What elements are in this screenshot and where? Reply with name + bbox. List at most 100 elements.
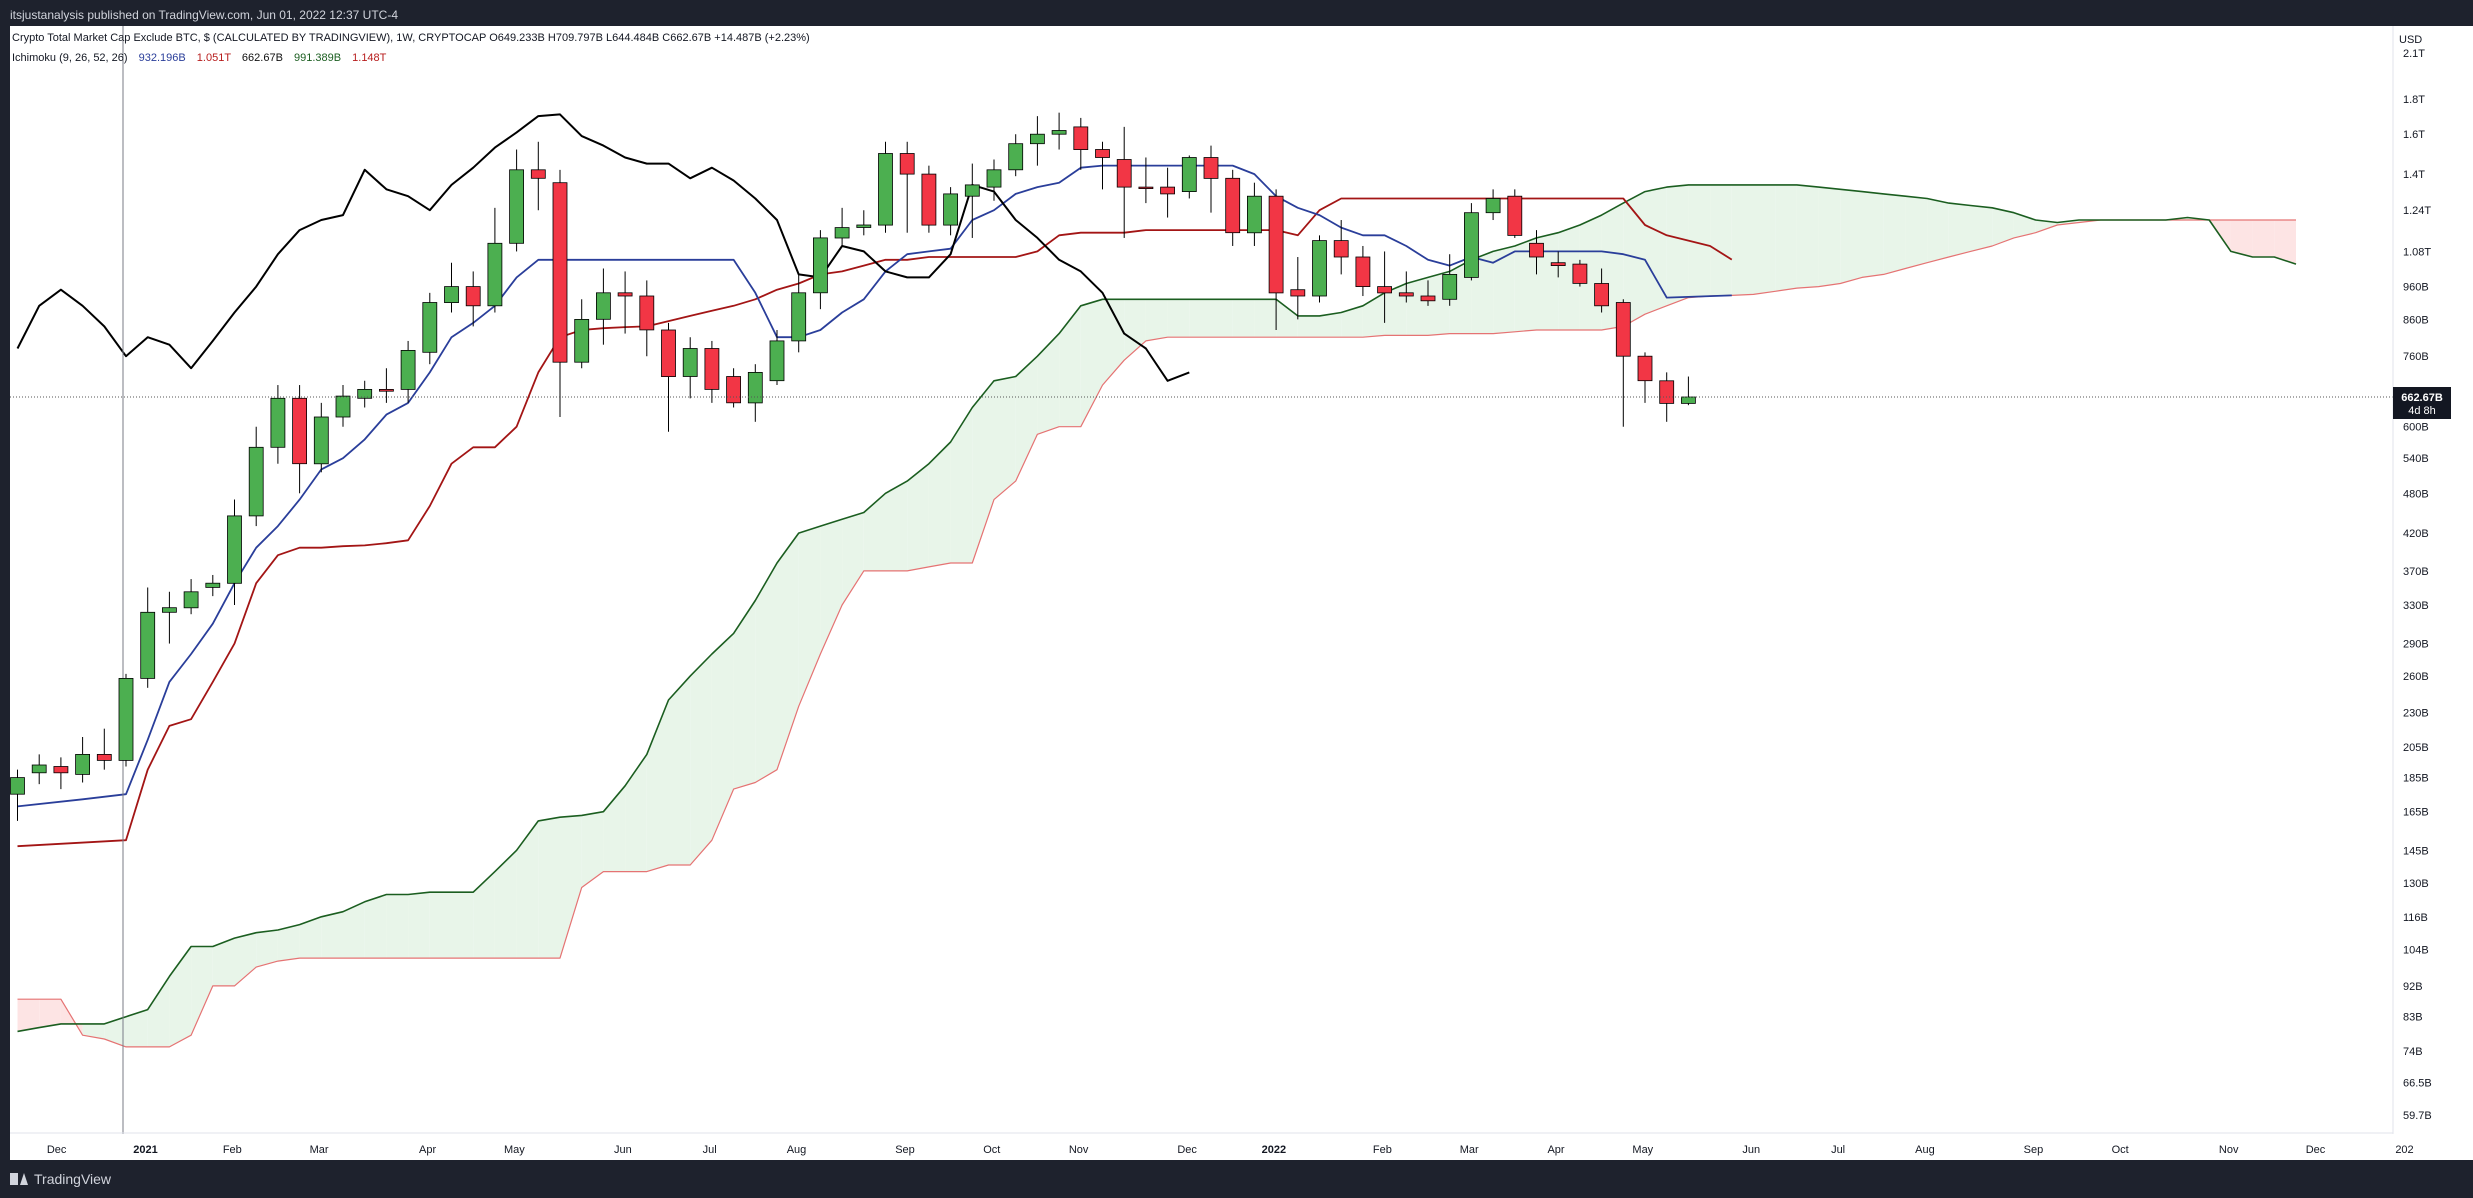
candle-bearish	[661, 329, 676, 377]
price-tick-label: 1.08T	[2403, 246, 2431, 258]
cloud-segment	[950, 407, 973, 563]
cloud-segment	[1688, 184, 1711, 298]
cloud-segment	[1145, 299, 1168, 341]
candle-bullish	[444, 286, 459, 304]
cloud-segment	[1731, 184, 1754, 296]
cloud-segment	[1015, 356, 1038, 482]
candle-bearish	[899, 153, 915, 175]
candle-bullish	[205, 582, 221, 588]
candle-bearish	[53, 766, 69, 774]
cloud-segment	[364, 894, 387, 959]
candle-bullish	[313, 416, 329, 465]
cloud-segment	[1384, 283, 1407, 336]
candle-bullish	[813, 237, 828, 294]
cloud-segment	[256, 929, 278, 968]
time-tick-label: Jul	[703, 1144, 717, 1156]
candle-bearish	[1160, 186, 1175, 195]
time-tick-label: May	[1632, 1144, 1653, 1156]
cloud-segment	[1645, 187, 1667, 315]
cloud-segment	[798, 526, 821, 707]
candle-bullish	[574, 318, 590, 363]
candle-bearish	[1637, 355, 1653, 382]
ichimoku-cloud	[17, 184, 2296, 1047]
candle-bearish	[1529, 242, 1544, 258]
tenkan-sen-line	[17, 164, 1732, 808]
price-chart[interactable]: 2.1T 1.8T 1.6T 1.4T 1.24T 1.08T 960B 860B 760B 60…	[10, 26, 2473, 1160]
cloud-segment	[1297, 315, 1320, 338]
price-tick-label: 760B	[2403, 351, 2429, 363]
cloud-segment	[147, 976, 170, 1047]
cloud-segment	[1796, 184, 1819, 289]
candle-bullish	[227, 515, 242, 584]
candle-bearish	[1268, 195, 1284, 294]
time-tick-label: Nov	[2219, 1144, 2239, 1156]
cloud-segment	[343, 901, 365, 959]
cloud-segment	[885, 481, 908, 571]
cloud-segment	[1232, 299, 1255, 338]
candle-bullish	[747, 371, 763, 404]
time-tick-label: 2021	[133, 1144, 157, 1156]
tradingview-brand: TradingView	[34, 1171, 112, 1187]
candle-bullish	[791, 292, 807, 342]
cloud-segment	[408, 892, 430, 959]
price-tick-label: 600B	[2403, 422, 2429, 434]
cloud-segment	[1037, 333, 1060, 435]
cloud-segment	[928, 442, 951, 567]
time-tick-label: Apr	[419, 1144, 436, 1156]
candle-bearish	[1572, 263, 1588, 284]
candlesticks	[10, 112, 1696, 821]
cloud-segment	[560, 815, 582, 959]
cloud-segment	[1276, 299, 1298, 338]
candle-bullish	[1181, 157, 1197, 192]
candle-bullish	[1442, 273, 1458, 300]
cloud-segment	[668, 676, 691, 866]
time-tick-label: Dec	[47, 1144, 67, 1156]
cloud-segment	[169, 946, 192, 1047]
cloud-segment	[581, 811, 604, 888]
candle-bearish	[1398, 292, 1414, 297]
cloud-segment	[994, 376, 1016, 500]
price-axis[interactable]: 2.1T 1.8T 1.6T 1.4T 1.24T 1.08T 960B 860B 760B 60…	[2392, 26, 2473, 1134]
candle-bullish	[878, 153, 893, 226]
candle-bearish	[1507, 195, 1523, 236]
ichimoku-span-a-value: 991.389B	[294, 52, 341, 64]
cloud-segment	[2035, 220, 2058, 233]
cloud-segment	[1710, 184, 1732, 297]
price-tick-label: 116B	[2403, 912, 2428, 924]
cloud-segment	[820, 519, 843, 655]
price-tick-label: 74B	[2403, 1046, 2423, 1058]
candle-bullish	[31, 764, 47, 774]
tradingview-logo[interactable]: TradingView	[10, 1171, 111, 1187]
time-tick-label: Dec	[2306, 1144, 2326, 1156]
time-tick-label: Sep	[2024, 1144, 2044, 1156]
time-axis[interactable]: Dec 2021 Feb Mar Apr May Jun Jul Aug Sep Oct Nov Dec…	[10, 1132, 2473, 1160]
candle-bullish	[834, 227, 850, 239]
cloud-segment	[1059, 305, 1081, 427]
cloud-segment	[17, 999, 40, 1032]
cloud-segment	[1818, 187, 1841, 287]
cloud-segment	[1493, 245, 1515, 334]
price-tick-label: 205B	[2403, 742, 2429, 754]
cloud-segment	[277, 924, 300, 962]
time-tick-label: Sep	[895, 1144, 915, 1156]
price-tick-label: 480B	[2403, 488, 2429, 500]
price-tick-label: 2.1T	[2403, 48, 2425, 60]
chart-area[interactable]: 2.1T 1.8T 1.6T 1.4T 1.24T 1.08T 960B 860B 760B 60…	[10, 26, 2473, 1160]
candle-bearish	[1095, 149, 1110, 158]
ichimoku-legend: Ichimoku (9, 26, 52, 26) 932.196B 1.051T…	[12, 52, 387, 64]
cloud-segment	[1514, 237, 1537, 332]
time-tick-label: Dec	[1177, 1144, 1197, 1156]
candle-bullish	[1464, 212, 1479, 278]
candle-bullish	[487, 242, 503, 307]
cloud-segment	[473, 871, 495, 959]
cloud-segment	[126, 1009, 148, 1047]
price-tick-label: 1.4T	[2403, 169, 2425, 181]
cloud-segment	[494, 850, 517, 959]
candle-bullish	[10, 777, 25, 795]
time-tick-label: Mar	[310, 1144, 329, 1156]
cloud-segment	[39, 999, 61, 1028]
currency-label: USD	[2399, 34, 2422, 46]
cloud-segment	[2230, 220, 2253, 258]
cloud-segment	[299, 916, 322, 959]
ichimoku-lines	[16, 26, 2297, 1134]
